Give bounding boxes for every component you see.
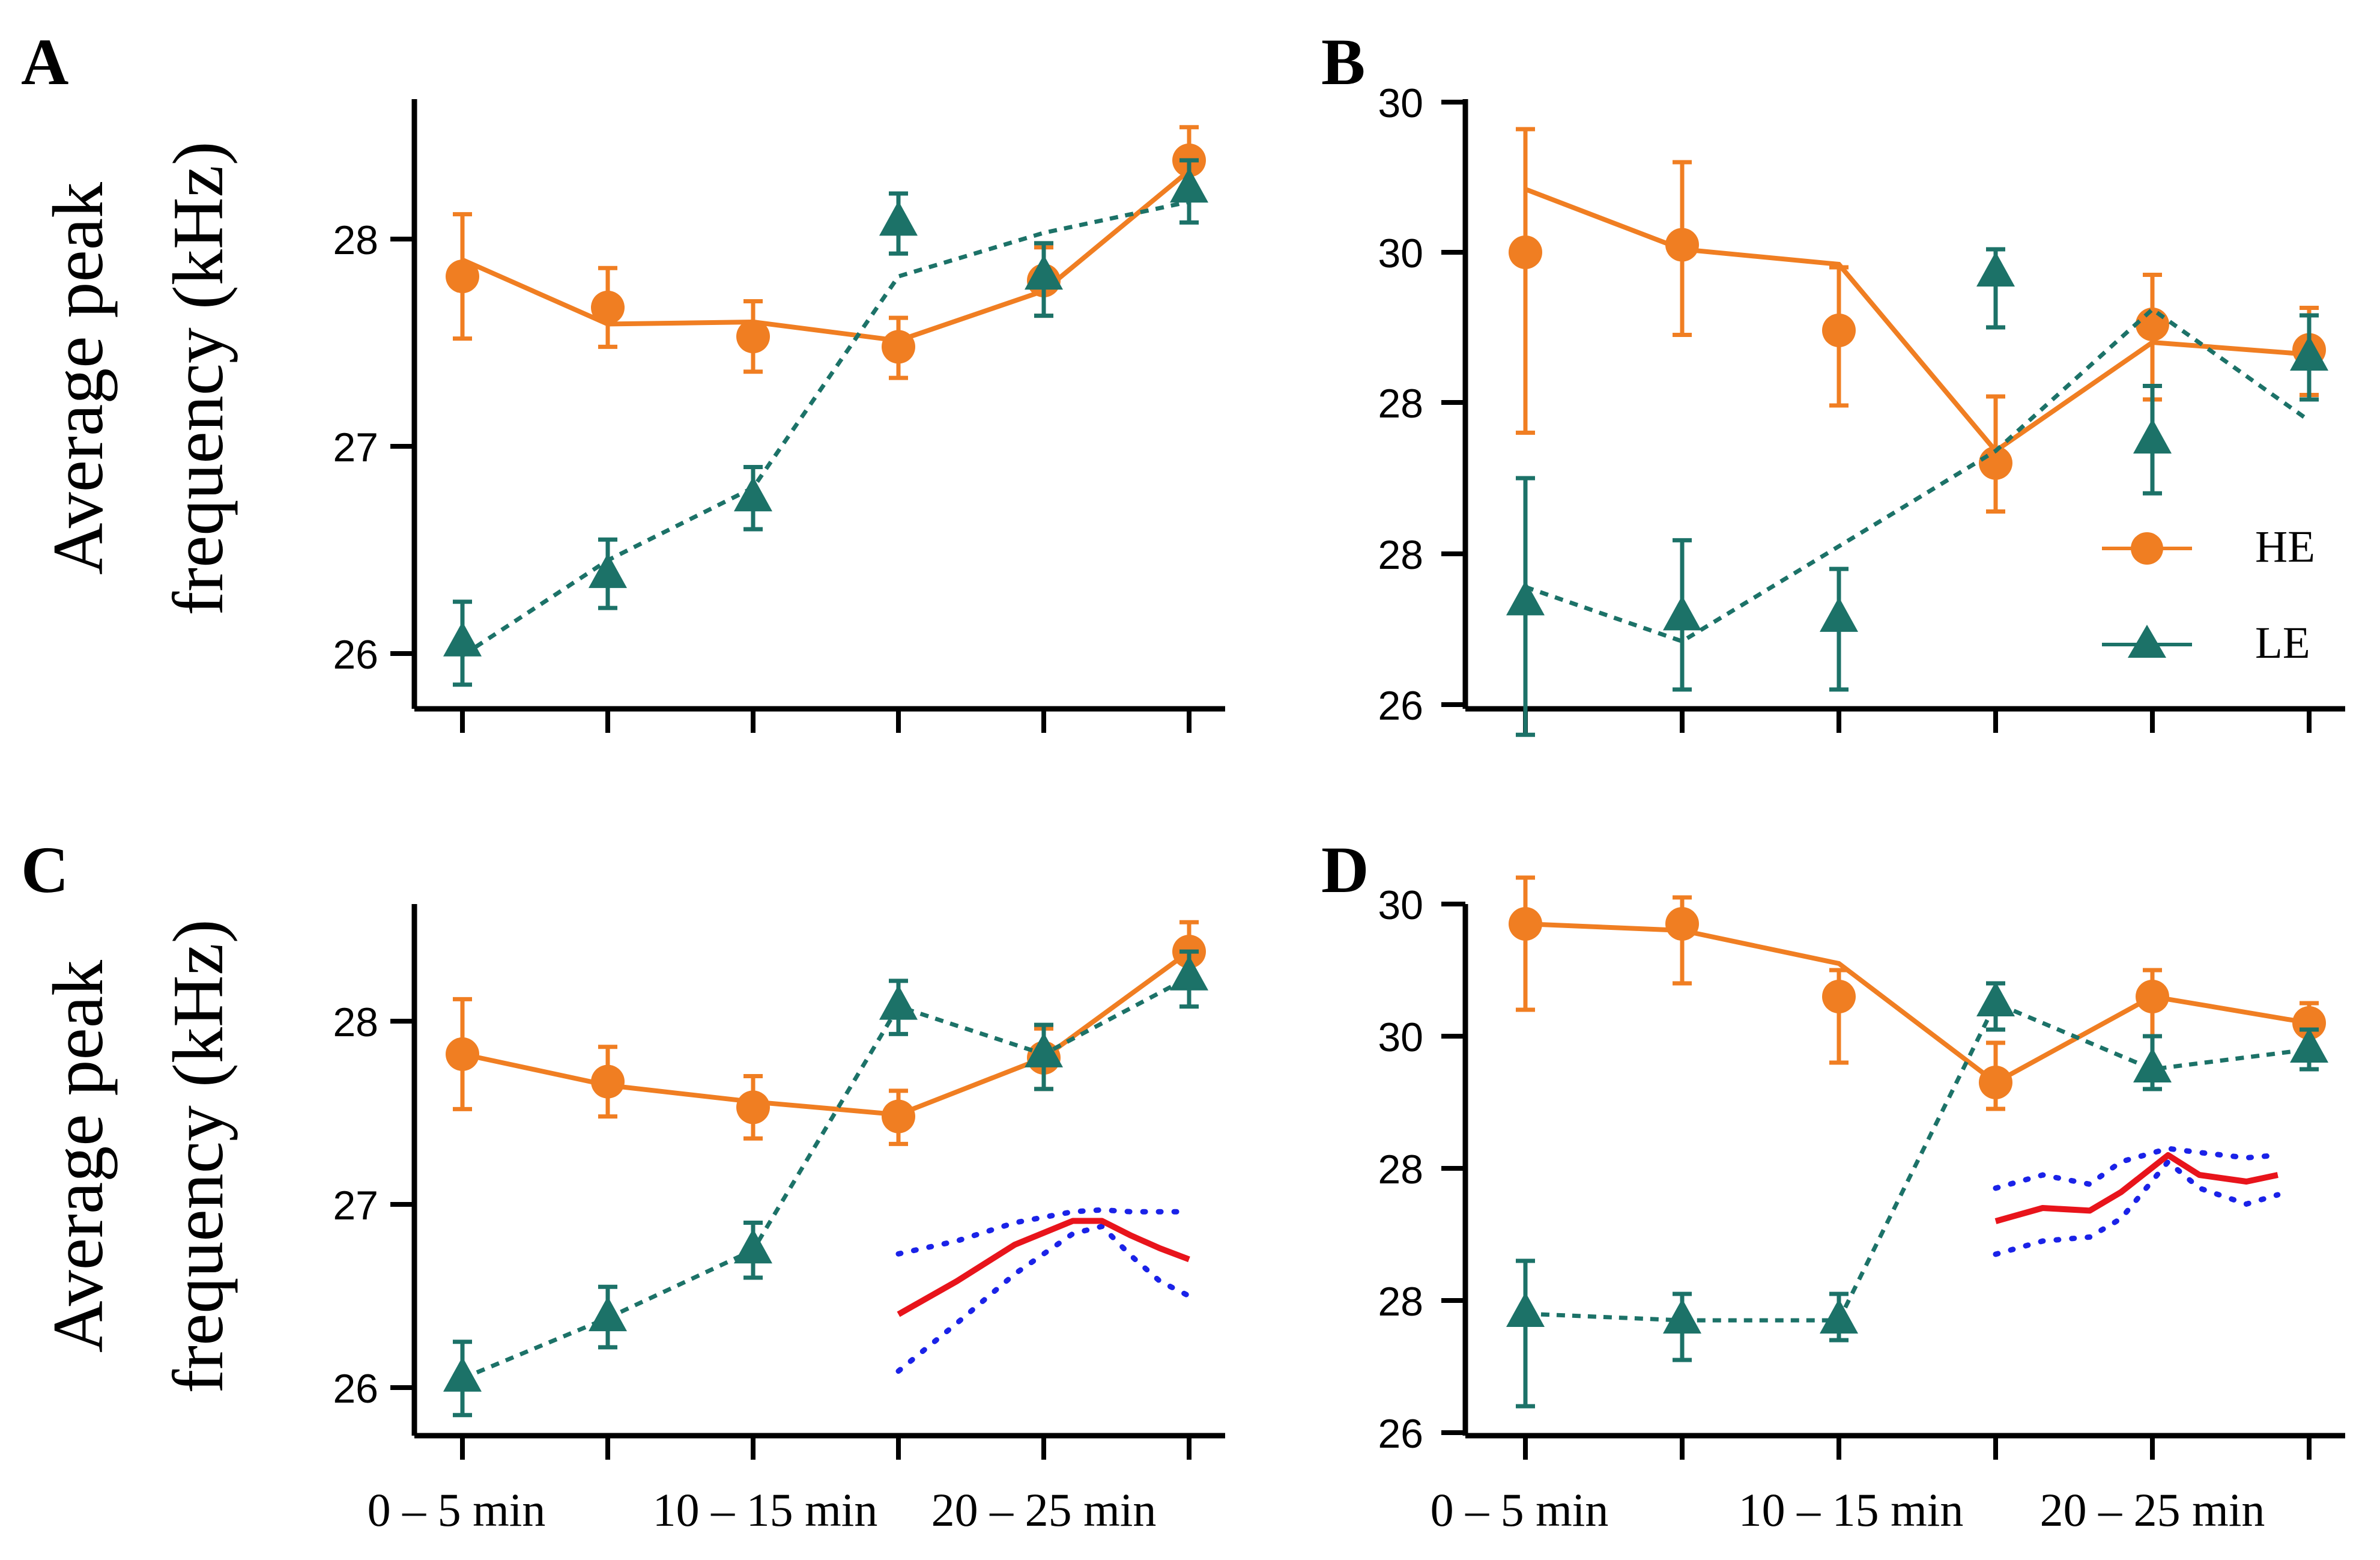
ylabel-top-line2: frequency (kHz) <box>158 141 238 616</box>
series-line-he <box>461 169 1191 344</box>
panel-label-c: C <box>21 833 68 906</box>
x-tick-label: 0 – 5 min <box>1431 1484 1609 1536</box>
data-point-he <box>736 320 770 354</box>
y-tick-label: 26 <box>1378 1411 1423 1457</box>
data-point-le <box>1663 595 1701 631</box>
series-line-he <box>1525 921 2310 1085</box>
data-point-le <box>1976 982 2015 1016</box>
data-point-le <box>1663 1299 1701 1334</box>
y-tick-label: 28 <box>333 217 378 263</box>
data-point-le <box>589 553 627 588</box>
data-point-le <box>2133 419 2172 454</box>
panel-c: 26 27 28 0 – 5 min 10 – 15 min 20 – 25 min <box>333 904 1225 1536</box>
panel-b: 26 28 28 30 30 <box>1378 80 2345 737</box>
y-tick-label: 28 <box>1378 532 1423 578</box>
legend-he-marker <box>2131 532 2163 565</box>
y-tick-label: 27 <box>333 1183 378 1228</box>
data-point-le <box>1820 596 1858 632</box>
data-point-he <box>591 290 625 324</box>
data-point-le <box>879 201 918 236</box>
data-point-le <box>1025 255 1063 290</box>
y-tick-label: 28 <box>1378 381 1423 426</box>
panel-label-d: D <box>1321 833 1369 906</box>
fit-lower-band <box>895 1223 1192 1374</box>
series-line-he <box>1524 187 2310 455</box>
y-tick-label: 28 <box>333 1000 378 1045</box>
data-point-le <box>1820 1299 1858 1334</box>
legend-he-label: HE <box>2255 522 2315 572</box>
data-point-le <box>1170 955 1208 991</box>
panel-label-b: B <box>1321 25 1365 99</box>
x-tick-label: 20 – 25 min <box>2040 1484 2265 1536</box>
data-point-he <box>882 1099 915 1134</box>
data-point-he <box>446 259 479 294</box>
x-tick-label: 10 – 15 min <box>1739 1484 1964 1536</box>
legend-le-marker <box>2128 625 2166 658</box>
data-point-le <box>1025 1032 1063 1067</box>
data-point-le <box>1976 252 2015 287</box>
legend-le-label: LE <box>2255 618 2310 668</box>
data-point-le <box>2133 1048 2172 1082</box>
data-point-le <box>2290 1028 2328 1063</box>
ylabel-bottom-line1: Average peak <box>38 960 118 1353</box>
series-line-le <box>1524 306 2311 644</box>
data-point-le <box>879 985 918 1020</box>
series-line-le <box>461 199 1190 658</box>
data-point-le <box>2290 336 2328 371</box>
data-point-le <box>443 1356 482 1392</box>
y-tick-label: 27 <box>333 425 378 470</box>
data-point-he <box>2136 308 2169 341</box>
ylabel-bottom: Average peak frequency (kHz) <box>38 919 238 1394</box>
y-tick-label: 26 <box>1378 683 1423 729</box>
ylabel-bottom-line2: frequency (kHz) <box>158 919 238 1394</box>
data-point-le <box>1506 1292 1545 1327</box>
x-tick-label: 0 – 5 min <box>368 1484 546 1536</box>
data-point-he <box>882 330 915 364</box>
data-point-he <box>1979 1066 2012 1099</box>
data-point-he <box>591 1064 625 1099</box>
y-tick-label: 26 <box>333 1366 378 1412</box>
x-tick-label: 10 – 15 min <box>653 1484 878 1536</box>
y-tick-label: 30 <box>1378 882 1423 928</box>
y-tick-label: 28 <box>1378 1279 1423 1325</box>
data-point-he <box>446 1037 479 1071</box>
data-point-he <box>736 1090 770 1124</box>
fit-curve <box>1994 1152 2279 1224</box>
data-point-he <box>1509 235 1542 269</box>
y-tick-label: 30 <box>1378 80 1423 126</box>
data-point-le <box>589 1296 627 1332</box>
data-point-le <box>1170 168 1208 203</box>
y-tick-label: 26 <box>333 632 378 678</box>
series-line-le <box>461 975 1190 1380</box>
data-point-he <box>1509 907 1542 941</box>
fit-curve <box>897 1218 1190 1317</box>
data-point-he <box>2136 980 2169 1013</box>
legend: HE LE <box>2102 522 2315 668</box>
y-tick-label: 30 <box>1378 1015 1423 1060</box>
ylabel-top-line1: Average peak <box>38 182 118 575</box>
panel-d: 26 28 28 30 30 0 – 5 min 10 – 15 min 20 – 25 mi… <box>1378 875 2345 1536</box>
fit-upper-band <box>1993 1146 2281 1191</box>
data-point-le <box>1506 580 1545 616</box>
ylabel-top: Average peak frequency (kHz) <box>38 141 238 616</box>
data-point-he <box>1822 980 1856 1013</box>
data-point-le <box>734 1228 772 1264</box>
panel-label-a: A <box>21 25 68 99</box>
data-point-he <box>1665 907 1699 941</box>
fit-lower-band <box>1993 1158 2281 1257</box>
data-point-le <box>443 621 482 657</box>
data-point-he <box>1822 314 1856 347</box>
y-tick-label: 30 <box>1378 231 1423 276</box>
panel-a: 26 27 28 <box>333 99 1225 733</box>
y-tick-label: 28 <box>1378 1147 1423 1192</box>
data-point-le <box>734 476 772 512</box>
data-point-he <box>1665 228 1699 262</box>
x-tick-label: 20 – 25 min <box>931 1484 1157 1536</box>
series-line-le <box>1525 1000 2310 1323</box>
